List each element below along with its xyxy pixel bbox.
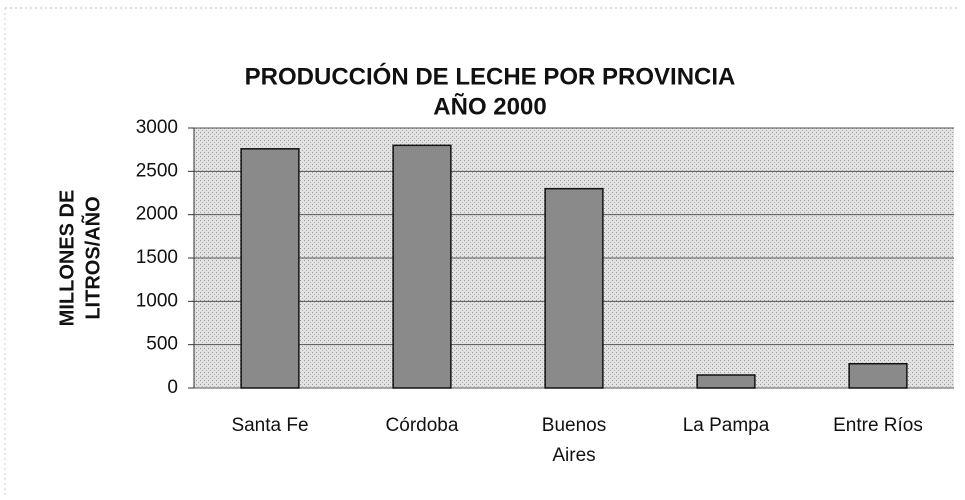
bar bbox=[544, 187, 604, 389]
x-tick-label: Buenos Aires bbox=[542, 415, 606, 466]
y-tick-label: 1000 bbox=[136, 290, 178, 311]
chart-title: PRODUCCIÓN DE LECHE POR PROVINCIA bbox=[245, 62, 736, 90]
x-tick-label: Santa Fe bbox=[231, 415, 308, 436]
y-axis-label: MILLONES DE bbox=[56, 190, 78, 327]
y-tick-label: 2000 bbox=[136, 204, 178, 225]
x-tick-label: Entre Ríos bbox=[833, 415, 923, 436]
y-tick-label: 2500 bbox=[136, 160, 178, 181]
y-tick-label: 0 bbox=[167, 377, 178, 398]
y-tick-label: 500 bbox=[146, 334, 178, 355]
y-tick-label: 1500 bbox=[136, 247, 178, 268]
y-axis-label: LITROS/AÑO bbox=[81, 196, 104, 319]
chart-subtitle: AÑO 2000 bbox=[433, 92, 546, 120]
bar bbox=[848, 362, 908, 389]
x-tick-label: Córdoba bbox=[386, 415, 459, 436]
bar bbox=[696, 374, 756, 389]
bar bbox=[240, 148, 300, 389]
x-tick-label: La Pampa bbox=[683, 415, 770, 436]
bar bbox=[392, 144, 452, 389]
y-tick-label: 3000 bbox=[136, 117, 178, 138]
